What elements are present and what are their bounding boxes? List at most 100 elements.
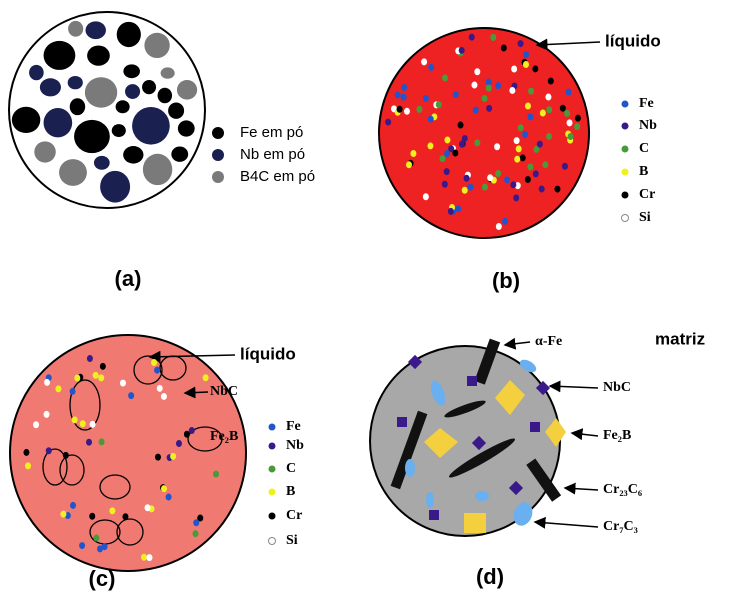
atom (448, 208, 454, 215)
atom (128, 392, 134, 399)
atom (511, 65, 517, 72)
legend-label: Cr (286, 508, 302, 523)
phase-label: Cr₇C₃ (603, 519, 638, 534)
atom (539, 186, 545, 193)
phase-label: α-Fe (535, 334, 562, 349)
atom (80, 420, 86, 427)
legend-label: C (286, 461, 296, 476)
atom (562, 163, 568, 170)
legend-label: Si (639, 210, 651, 225)
atom (410, 150, 416, 157)
legend-label: Nb em pó (240, 146, 305, 163)
particle (158, 88, 172, 104)
particle (143, 154, 172, 185)
atom (560, 105, 566, 112)
panel-label: (a) (115, 266, 142, 291)
legend-label: Fe em pó (240, 124, 303, 141)
atom (141, 554, 147, 561)
phase-label: Fe₂B (210, 429, 238, 444)
atom (60, 511, 66, 518)
atom (528, 88, 534, 95)
atom (423, 193, 429, 200)
atom (467, 184, 473, 191)
particle (171, 147, 188, 162)
atom (397, 106, 403, 113)
atom (46, 447, 52, 454)
atom (575, 115, 581, 122)
atom (471, 82, 477, 89)
legend-label: Si (286, 533, 298, 548)
particle (116, 100, 130, 113)
annotation: líquido (240, 344, 296, 363)
atom (44, 411, 50, 418)
particle (44, 108, 73, 137)
atom (523, 61, 529, 68)
atom (464, 175, 470, 182)
arrow (535, 522, 598, 527)
particle (178, 120, 195, 136)
atom (523, 51, 529, 58)
arrow (185, 392, 208, 393)
legend-label: C (639, 141, 649, 156)
legend-swatch (622, 101, 629, 108)
atom (157, 385, 163, 392)
atom (44, 379, 50, 386)
atom (540, 109, 546, 116)
atom (533, 170, 539, 177)
particle (112, 124, 126, 137)
atom (184, 431, 190, 438)
atom (87, 355, 93, 362)
atom (504, 176, 510, 183)
atom (520, 154, 526, 161)
atom (474, 68, 480, 75)
atom (213, 471, 219, 478)
atom (502, 218, 508, 225)
atom (496, 223, 502, 230)
atom (404, 108, 410, 115)
annotation: matriz (655, 329, 705, 348)
atom (494, 143, 500, 150)
arrow (537, 42, 600, 45)
atom (525, 176, 531, 183)
atom (70, 502, 76, 509)
atom (23, 449, 29, 456)
particle (123, 64, 140, 78)
particle (68, 21, 83, 37)
atom (490, 34, 496, 41)
atom (442, 74, 448, 81)
atom (428, 116, 434, 123)
atom (55, 385, 61, 392)
atom (86, 439, 92, 446)
particle (142, 80, 156, 94)
legend-swatch (269, 513, 276, 520)
atom (170, 453, 176, 460)
atom (482, 184, 488, 191)
atom (452, 150, 458, 157)
atom (421, 58, 427, 65)
atom (514, 156, 520, 163)
particle (40, 78, 61, 96)
atom (72, 416, 78, 423)
particle (100, 171, 130, 203)
particle (29, 65, 44, 80)
particle (177, 80, 197, 100)
legend-label: Fe (286, 419, 301, 434)
atom (100, 363, 106, 370)
particle (12, 107, 40, 133)
atom (486, 78, 492, 85)
legend-swatch (269, 466, 276, 473)
atom (427, 142, 433, 149)
legend-label: Nb (639, 118, 657, 133)
atom (161, 393, 167, 400)
annotation: líquido (605, 31, 661, 50)
particle (168, 103, 184, 119)
arrow (572, 433, 598, 436)
legend-swatch (212, 149, 224, 161)
phase-label: Cr₂₃C₆ (603, 482, 642, 497)
atom (99, 438, 105, 445)
atom (469, 34, 475, 41)
particle (85, 77, 117, 107)
atom (525, 103, 531, 110)
atom (102, 543, 108, 550)
